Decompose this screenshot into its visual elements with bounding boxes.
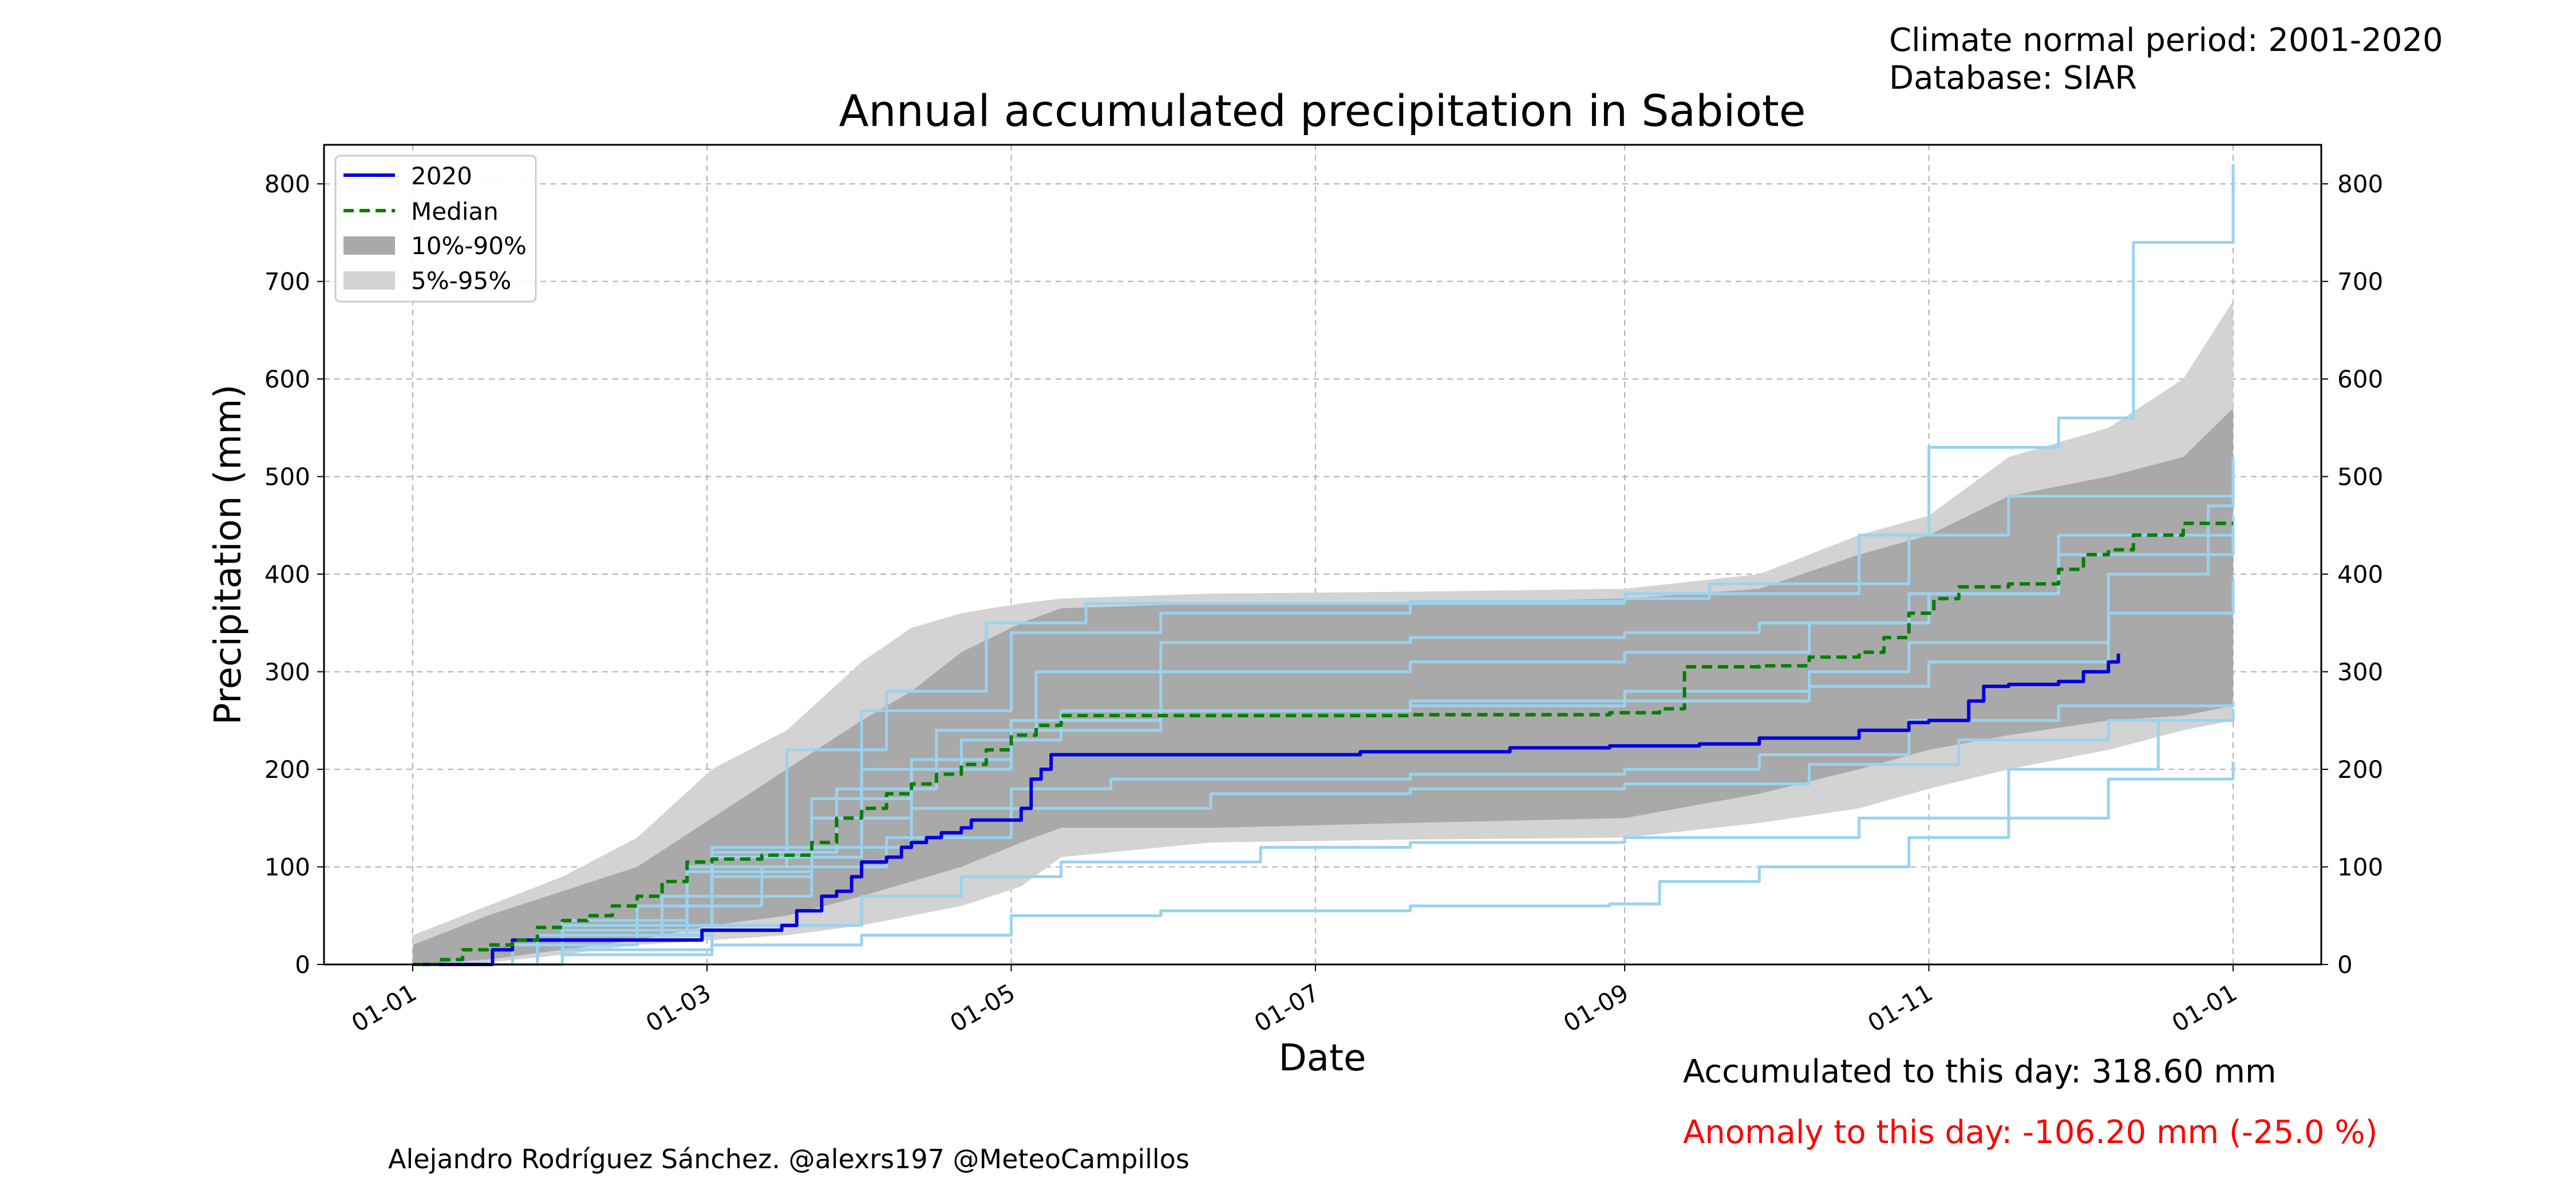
y-tick-label-right: 100 (2337, 853, 2383, 881)
x-tick-label: 01-03 (641, 978, 716, 1037)
current-year-line (413, 653, 2120, 966)
database-text: Database: SIAR (1889, 60, 2138, 97)
y-tick-label-left: 800 (264, 170, 310, 198)
chart-title: Annual accumulated precipitation in Sabi… (839, 85, 1805, 136)
historical-year-line (413, 761, 2235, 966)
plot-frame (323, 144, 2322, 966)
y-tick-label-right: 200 (2337, 756, 2383, 784)
historical-year-line (413, 701, 2235, 966)
y-tick-label-left: 700 (264, 268, 310, 296)
historical-year-line (413, 579, 2235, 966)
x-tick-label: 01-05 (945, 978, 1020, 1037)
legend-label-5-95: 5%-95% (411, 267, 511, 295)
y-tick-label-left: 500 (264, 463, 310, 491)
historical-year-line (413, 709, 2235, 966)
y-axis-label: Precipitation (mm) (207, 385, 250, 725)
y-tick-label-right: 400 (2337, 560, 2383, 588)
accumulated-value: Accumulated to this day: 318.60 mm (1683, 1053, 2277, 1090)
y-tick-label-right: 800 (2337, 170, 2383, 198)
x-tick-label: 01-07 (1250, 978, 1324, 1037)
legend-box (334, 155, 537, 303)
legend-swatch-5-95 (343, 271, 395, 290)
legend-swatch-10-90 (343, 236, 395, 255)
band-10-to-90 (413, 408, 2233, 964)
x-tick-label: 01-11 (1863, 978, 1937, 1037)
median-line (413, 521, 2233, 966)
x-tick-label: 01-01 (2167, 978, 2242, 1037)
y-tick-label-left: 0 (295, 951, 310, 979)
legend-label-2020: 2020 (411, 162, 472, 190)
y-tick-label-left: 100 (264, 853, 310, 881)
y-tick-label-right: 500 (2337, 463, 2383, 491)
y-tick-label-right: 600 (2337, 365, 2383, 393)
climate-period-text: Climate normal period: 2001-2020 (1889, 22, 2443, 59)
y-tick-label-right: 300 (2337, 658, 2383, 686)
chart-metadata: Climate normal period: 2001-2020 Databas… (1889, 22, 2443, 97)
anomaly-value: Anomaly to this day: -106.20 mm (-25.0 %… (1683, 1114, 2378, 1151)
legend: 2020 Median 10%-90% 5%-95% (334, 155, 537, 303)
y-tick-label-left: 400 (264, 560, 310, 588)
x-tick-label: 01-09 (1559, 978, 1633, 1037)
y-tick-label-left: 300 (264, 658, 310, 686)
y-tick-label-right: 700 (2337, 268, 2383, 296)
historical-year-line (413, 710, 2235, 966)
historical-year-line (413, 535, 2235, 966)
y-tick-label-left: 600 (264, 365, 310, 393)
x-axis-label: Date (1279, 1037, 1366, 1080)
legend-label-10-90: 10%-90% (411, 232, 527, 260)
author-credit: Alejandro Rodríguez Sánchez. @alexrs197 … (388, 1144, 1190, 1175)
historical-years (413, 164, 2235, 966)
main-series (413, 521, 2233, 966)
y-tick-label-left: 200 (264, 756, 310, 784)
x-tick-label: 01-01 (347, 978, 421, 1037)
legend-label-median: Median (411, 197, 499, 226)
y-tick-label-right: 0 (2337, 951, 2353, 979)
